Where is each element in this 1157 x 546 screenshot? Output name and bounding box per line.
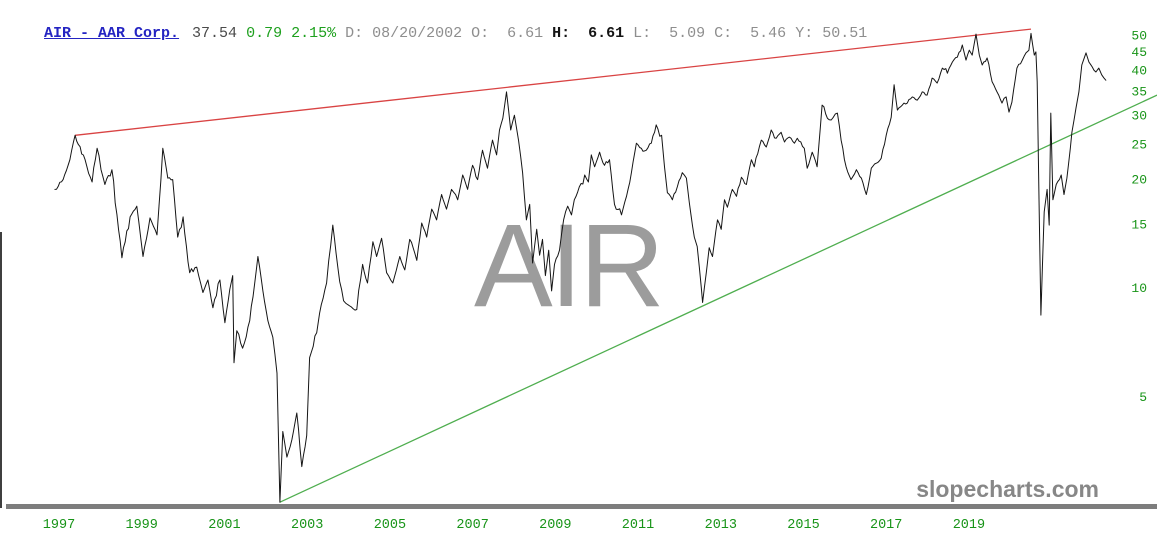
y-axis-tick-label: 10 (1131, 281, 1147, 296)
lower-support-trendline (279, 94, 1157, 503)
x-axis-year-label: 2011 (622, 518, 654, 533)
x-axis-year-label: 2001 (208, 518, 240, 533)
price-change-percent: 2.15% (291, 25, 337, 42)
axis-separator-bar (6, 504, 1157, 509)
y-axis-tick-label: 30 (1131, 109, 1147, 124)
y-axis-tick-label: 20 (1131, 172, 1147, 187)
y-axis-tick-label: 5 (1139, 390, 1147, 405)
x-axis-year-label: 2017 (870, 518, 902, 533)
close-value: C: 5.46 (714, 25, 787, 42)
price-series-line (54, 32, 1107, 503)
x-axis-year-label: 2005 (374, 518, 406, 533)
x-axis-year-label: 2007 (456, 518, 488, 533)
open-value: O: 6.61 (471, 25, 544, 42)
ticker-link[interactable]: AIR - AAR Corp. (44, 25, 180, 42)
low-value: L: 5.09 (633, 25, 706, 42)
x-axis-year-label: 2013 (705, 518, 737, 533)
ticker-watermark: AIR (474, 200, 665, 332)
quote-header: AIR - AAR Corp. 37.54 0.79 2.15% D: 08/20/20… (8, 5, 876, 62)
y-axis-tick-label: 15 (1131, 218, 1147, 233)
x-axis-year-label: 1997 (43, 518, 75, 533)
x-axis-year-label: 2019 (953, 518, 985, 533)
hover-date: D: 08/20/2002 (345, 25, 463, 42)
y-axis-tick-label: 40 (1131, 64, 1147, 79)
last-price: 37.54 (192, 25, 238, 42)
price-change: 0.79 (246, 25, 283, 42)
x-axis-year-label: 1999 (125, 518, 157, 533)
site-watermark: slopecharts.com (916, 476, 1099, 502)
x-axis-year-label: 2015 (787, 518, 819, 533)
x-axis-year-label: 2003 (291, 518, 323, 533)
high-value: H: 6.61 (552, 25, 625, 42)
x-axis-year-label: 2009 (539, 518, 571, 533)
year-high-value: Y: 50.51 (795, 25, 868, 42)
y-axis-tick-label: 35 (1131, 85, 1147, 100)
y-axis-tick-label: 45 (1131, 45, 1147, 60)
upper-resistance-trendline (75, 28, 1032, 136)
y-axis-tick-label: 25 (1131, 137, 1147, 152)
y-axis-tick-label: 50 (1131, 29, 1147, 44)
left-edge-line (0, 232, 2, 508)
